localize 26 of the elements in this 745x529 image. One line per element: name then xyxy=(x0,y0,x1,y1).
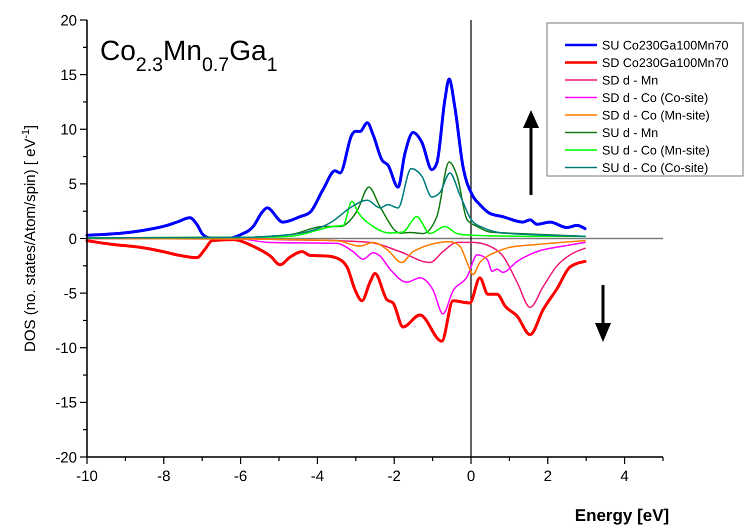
legend-label: SU d - Mn xyxy=(602,126,658,140)
x-axis-title: Energy [eV] xyxy=(574,506,670,525)
x-tick-label: -8 xyxy=(157,468,170,485)
text: Co$_{2.3}$Mn$_{0.7}$Ga$_{1}$ xyxy=(100,35,278,76)
y-tick-label: 20 xyxy=(60,12,77,30)
y-tick-label: 10 xyxy=(60,122,77,138)
x-tick-label: -6 xyxy=(234,468,248,485)
x-tick-label: 4 xyxy=(620,468,629,485)
y-tick-label: -10 xyxy=(55,340,77,357)
y-tick-label: 0 xyxy=(68,230,77,248)
y-tick-label: 15 xyxy=(60,66,77,84)
legend-label: SD d - Co (Mn-site) xyxy=(602,108,710,122)
x-tick-label: 2 xyxy=(544,468,552,485)
legend-label: SD Co230Ga100Mn70 xyxy=(602,56,729,70)
x-tick-label: -2 xyxy=(388,468,401,485)
legend-label: SD d - Mn xyxy=(602,73,658,88)
x-tick-label: -4 xyxy=(310,468,324,485)
y-tick-label: 5 xyxy=(68,176,77,194)
legend-label: SU Co230Ga100Mn70 xyxy=(602,38,729,52)
y-tick-label: -15 xyxy=(55,394,77,412)
y-tick-label: -5 xyxy=(64,285,77,302)
legend-label: SU d - Co (Mn-site) xyxy=(602,143,710,158)
legend-label: SU d - Co (Co-site) xyxy=(602,160,708,175)
y-tick-label: -20 xyxy=(55,449,77,466)
legend-label: SD d - Co (Co-site) xyxy=(602,90,708,105)
x-tick-label: 0 xyxy=(466,468,476,485)
